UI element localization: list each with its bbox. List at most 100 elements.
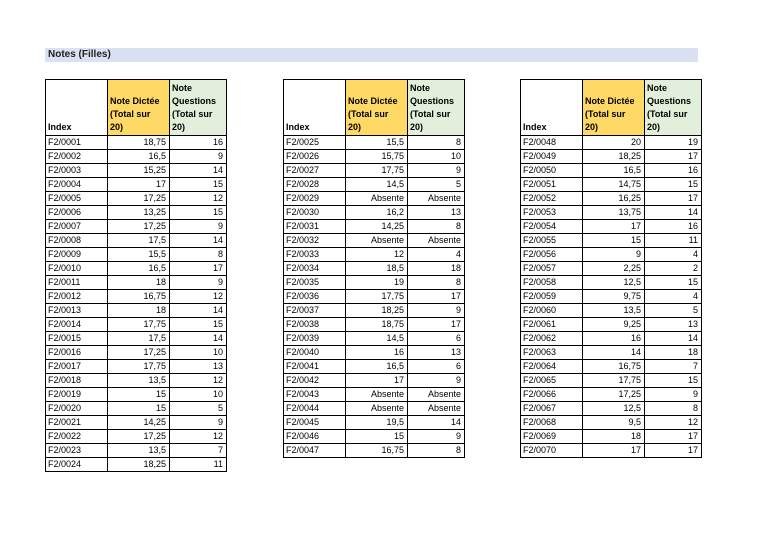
dictee-score-cell: 16 — [345, 345, 408, 360]
table-row: F2/0015 17,5 14 — [45, 331, 227, 346]
questions-score-cell: 19 — [644, 135, 702, 150]
row-index-cell: F2/0029 — [283, 191, 346, 206]
table-row: F2/0017 17,75 13 — [45, 359, 227, 374]
questions-score-cell: 9 — [169, 149, 227, 164]
table-row: F2/0004 17 15 — [45, 177, 227, 192]
table-row: F2/0020 15 5 — [45, 401, 227, 416]
table-row: F2/0003 15,25 14 — [45, 163, 227, 178]
questions-score-cell: 8 — [644, 401, 702, 416]
row-index-cell: F2/0049 — [520, 149, 583, 164]
table-row: F2/0033 12 4 — [283, 247, 465, 262]
questions-score-cell: 9 — [169, 219, 227, 234]
questions-score-cell: 17 — [644, 149, 702, 164]
questions-score-cell: 17 — [644, 191, 702, 206]
grades-table: Index Note Dictée (Total sur 20) Note Qu… — [520, 79, 702, 458]
questions-score-cell: 15 — [169, 205, 227, 220]
row-index-cell: F2/0045 — [283, 415, 346, 430]
table-row: F2/0050 16,5 16 — [520, 163, 702, 178]
row-index-cell: F2/0019 — [45, 387, 108, 402]
questions-score-cell: 5 — [644, 303, 702, 318]
row-index-cell: F2/0011 — [45, 275, 108, 290]
dictee-score-cell: 13,25 — [107, 205, 170, 220]
questions-score-cell: 17 — [169, 261, 227, 276]
row-index-cell: F2/0024 — [45, 457, 108, 472]
dictee-score-cell: 15,25 — [107, 163, 170, 178]
dictee-score-cell: Absente — [345, 387, 408, 402]
table-row: F2/0012 16,75 12 — [45, 289, 227, 304]
table-row: F2/0054 17 16 — [520, 219, 702, 234]
table-row: F2/0029 Absente Absente — [283, 191, 465, 206]
questions-score-cell: 17 — [644, 443, 702, 458]
table-row: F2/0070 17 17 — [520, 443, 702, 458]
row-index-cell: F2/0046 — [283, 429, 346, 444]
dictee-score-cell: 16,75 — [345, 443, 408, 458]
row-index-cell: F2/0058 — [520, 275, 583, 290]
questions-score-cell: 2 — [644, 261, 702, 276]
questions-score-cell: 6 — [407, 331, 465, 346]
table-row: F2/0040 16 13 — [283, 345, 465, 360]
row-index-cell: F2/0065 — [520, 373, 583, 388]
questions-score-cell: 4 — [644, 247, 702, 262]
row-index-cell: F2/0066 — [520, 387, 583, 402]
row-index-cell: F2/0028 — [283, 177, 346, 192]
questions-score-cell: 12 — [644, 415, 702, 430]
row-index-cell: F2/0031 — [283, 219, 346, 234]
questions-score-cell: 8 — [169, 247, 227, 262]
row-index-cell: F2/0001 — [45, 135, 108, 150]
questions-score-cell: 16 — [169, 135, 227, 150]
table-row: F2/0045 19,5 14 — [283, 415, 465, 430]
dictee-score-cell: 14,5 — [345, 177, 408, 192]
dictee-score-cell: 17,75 — [107, 317, 170, 332]
dictee-score-cell: 14,5 — [345, 331, 408, 346]
dictee-score-cell: 17,25 — [107, 429, 170, 444]
row-index-cell: F2/0050 — [520, 163, 583, 178]
table-row: F2/0032 Absente Absente — [283, 233, 465, 248]
dictee-score-cell: 19 — [345, 275, 408, 290]
table-body: F2/0048 20 19 F2/0049 18,25 17 F2/0050 16,5 16 F2… — [520, 135, 702, 458]
row-index-cell: F2/0007 — [45, 219, 108, 234]
dictee-score-cell: 17,75 — [582, 373, 645, 388]
table-row: F2/0061 9,25 13 — [520, 317, 702, 332]
questions-score-cell: 9 — [407, 303, 465, 318]
column-header-questions: Note Questions (Total sur 20) — [169, 79, 227, 136]
questions-score-cell: 15 — [169, 317, 227, 332]
row-index-cell: F2/0059 — [520, 289, 583, 304]
column-header-index: Index — [45, 79, 108, 136]
questions-score-cell: 14 — [169, 233, 227, 248]
dictee-score-cell: 18 — [107, 303, 170, 318]
table-row: F2/0065 17,75 15 — [520, 373, 702, 388]
dictee-score-cell: 9,25 — [582, 317, 645, 332]
questions-score-cell: 13 — [169, 359, 227, 374]
table-row: F2/0028 14,5 5 — [283, 177, 465, 192]
table-row: F2/0048 20 19 — [520, 135, 702, 150]
row-index-cell: F2/0012 — [45, 289, 108, 304]
table-row: F2/0052 16,25 17 — [520, 191, 702, 206]
dictee-score-cell: 16,25 — [582, 191, 645, 206]
dictee-score-cell: 15,5 — [345, 135, 408, 150]
dictee-score-cell: 18,75 — [107, 135, 170, 150]
questions-score-cell: 13 — [644, 317, 702, 332]
dictee-score-cell: 9 — [582, 247, 645, 262]
questions-score-cell: 12 — [169, 373, 227, 388]
questions-score-cell: 8 — [407, 443, 465, 458]
table-row: F2/0053 13,75 14 — [520, 205, 702, 220]
dictee-score-cell: 17,25 — [582, 387, 645, 402]
questions-score-cell: 15 — [169, 177, 227, 192]
column-header-questions: Note Questions (Total sur 20) — [407, 79, 465, 136]
dictee-score-cell: 18,25 — [582, 149, 645, 164]
dictee-score-cell: 17,25 — [107, 345, 170, 360]
row-index-cell: F2/0008 — [45, 233, 108, 248]
row-index-cell: F2/0061 — [520, 317, 583, 332]
row-index-cell: F2/0004 — [45, 177, 108, 192]
section-title: Notes (Filles) — [48, 49, 111, 60]
dictee-score-cell: 2,25 — [582, 261, 645, 276]
dictee-score-cell: 17,5 — [107, 233, 170, 248]
questions-score-cell: 17 — [407, 317, 465, 332]
questions-score-cell: 14 — [169, 163, 227, 178]
row-index-cell: F2/0020 — [45, 401, 108, 416]
grades-table: Index Note Dictée (Total sur 20) Note Qu… — [283, 79, 465, 458]
questions-score-cell: 9 — [407, 163, 465, 178]
row-index-cell: F2/0043 — [283, 387, 346, 402]
table-row: F2/0067 12,5 8 — [520, 401, 702, 416]
column-header-index: Index — [520, 79, 583, 136]
